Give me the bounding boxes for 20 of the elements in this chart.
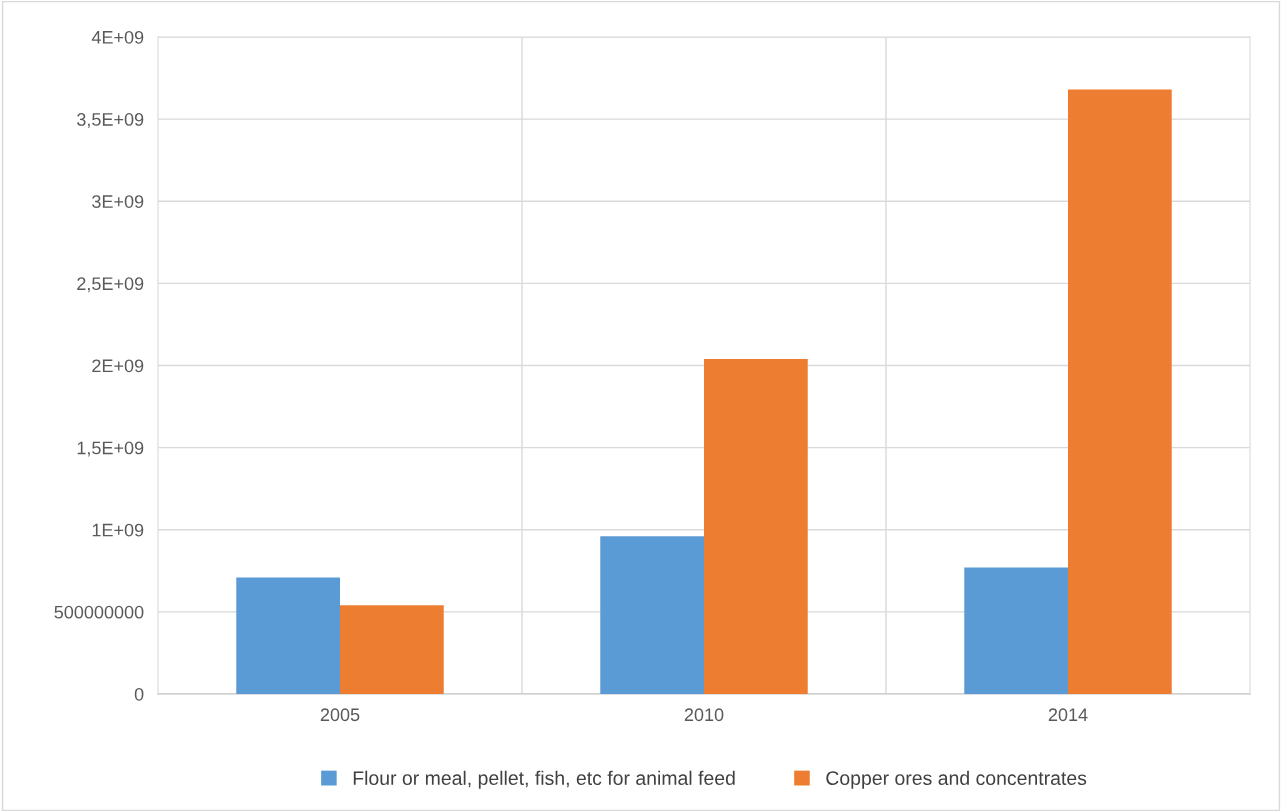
legend-label: Copper ores and concentrates [826,770,1087,789]
y-tick-label: 4E+09 [91,30,144,44]
bar [236,577,340,694]
y-tick-label: 3E+09 [92,195,144,208]
x-tick-label: 2014 [1048,708,1088,722]
bar [1068,89,1172,694]
bar [704,358,808,694]
x-tick-label: 2005 [320,708,360,722]
y-tick-label: 1E+09 [92,523,144,537]
bar [964,567,1068,694]
x-tick-label: 2010 [684,708,724,722]
y-tick-label: 500000000 [54,605,144,619]
y-tick-label: 2E+09 [92,359,144,373]
y-tick-label: 0 [134,687,144,701]
y-tick-label: 2,5E+09 [77,277,144,293]
y-tick-label: 1,5E+09 [77,441,144,457]
legend-label: Flour or meal, pellet, fish, etc for animal feed [353,770,735,789]
y-tick-label: 3,5E+09 [77,113,144,128]
bar [600,536,704,694]
bar [340,605,444,694]
